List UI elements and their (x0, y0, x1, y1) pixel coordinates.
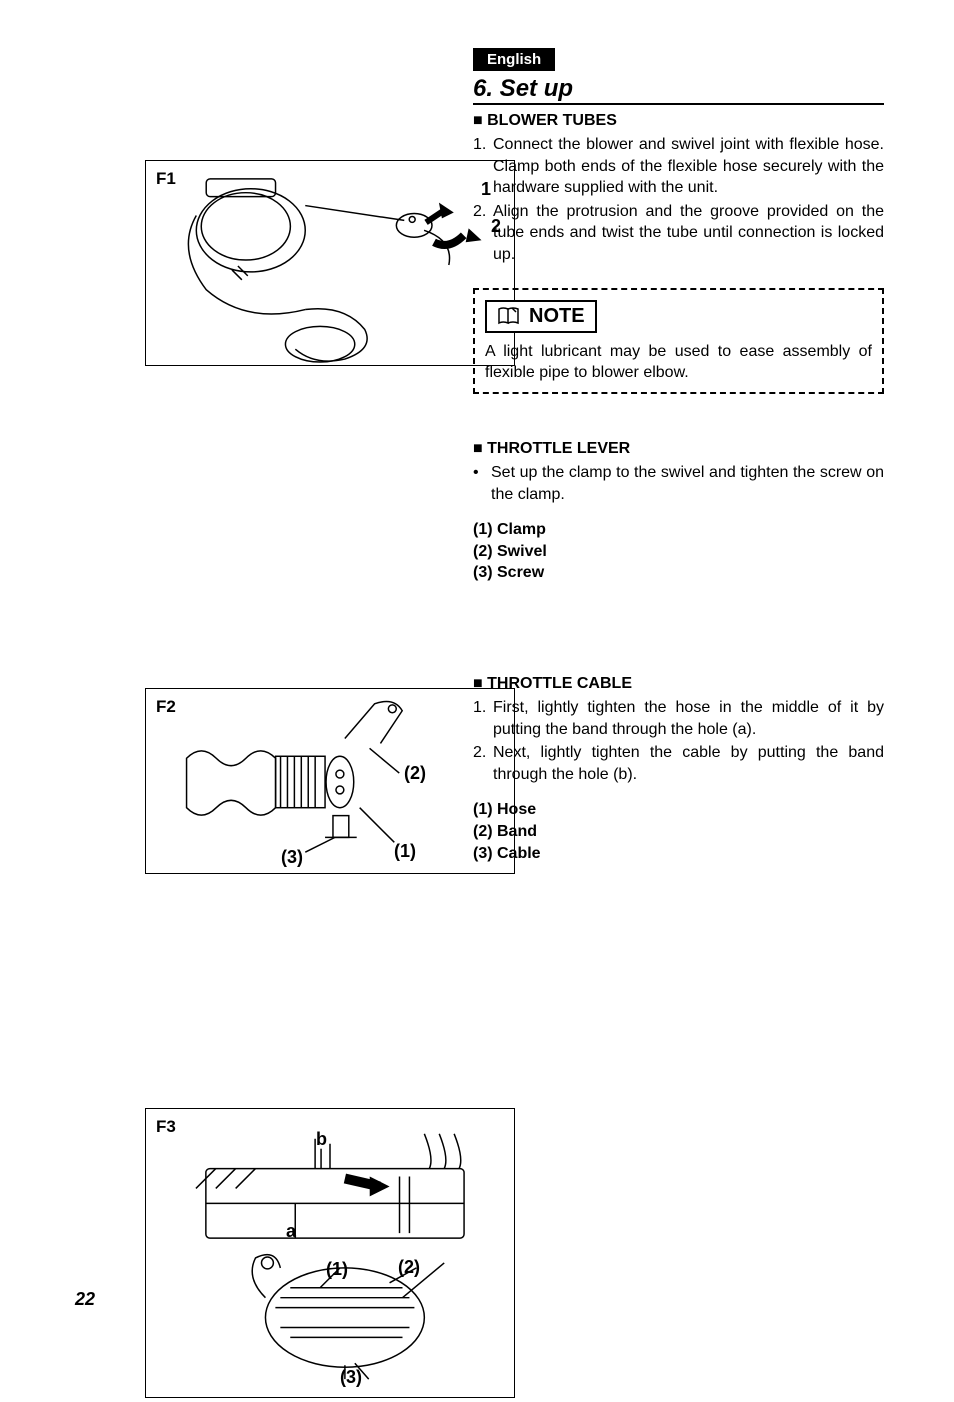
legend-item: (2) Swivel (473, 541, 884, 563)
list-number: 2. (473, 201, 493, 266)
note-box: NOTE A light lubricant may be used to ea… (473, 288, 884, 394)
figure-f3-callout-1: (1) (326, 1259, 348, 1280)
figure-f1-illustration (146, 161, 514, 365)
page-number: 22 (75, 1289, 95, 1310)
figure-f2-label: F2 (156, 697, 176, 717)
list-text: Align the protrusion and the groove prov… (493, 201, 884, 266)
legend-throttle-lever: (1) Clamp (2) Swivel (3) Screw (473, 519, 884, 584)
figure-f1: F1 1 2 (145, 160, 515, 366)
language-badge: English (473, 48, 555, 71)
list-item: 1. Connect the blower and swivel joint w… (473, 134, 884, 199)
figure-f2-callout-2: (2) (404, 763, 426, 784)
bullet-icon: • (473, 462, 491, 505)
section-blower-tubes: BLOWER TUBES 1. Connect the blower and s… (473, 112, 884, 394)
legend-item: (1) Hose (473, 799, 884, 821)
list-text: Set up the clamp to the swivel and tight… (491, 462, 884, 505)
figure-f3-callout-2: (2) (398, 1257, 420, 1278)
figure-f2-illustration (146, 689, 514, 873)
list-item: • Set up the clamp to the swivel and tig… (473, 462, 884, 505)
figure-f2-callout-1: (1) (394, 841, 416, 862)
list-item: 1. First, lightly tighten the hose in th… (473, 697, 884, 740)
manual-icon (497, 306, 521, 326)
list-number: 1. (473, 697, 493, 740)
figure-f2-callout-3: (3) (281, 847, 303, 868)
list-text: Connect the blower and swivel joint with… (493, 134, 884, 199)
heading-throttle-cable: THROTTLE CABLE (473, 675, 884, 693)
figure-f3-callout-b: b (316, 1129, 327, 1150)
figure-f3-callout-a: a (286, 1221, 296, 1242)
heading-blower-tubes: BLOWER TUBES (473, 112, 884, 130)
heading-throttle-lever: THROTTLE LEVER (473, 440, 884, 458)
list-number: 1. (473, 134, 493, 199)
note-text: A light lubricant may be used to ease as… (485, 341, 872, 384)
list-text: First, lightly tighten the hose in the m… (493, 697, 884, 740)
list-item: 2. Align the protrusion and the groove p… (473, 201, 884, 266)
legend-item: (3) Screw (473, 562, 884, 584)
figure-f2: F2 (2) (1) (3) (145, 688, 515, 874)
chapter-title: 6. Set up (473, 75, 884, 105)
figure-f3-callout-3: (3) (340, 1367, 362, 1388)
list-text: Next, lightly tighten the cable by putti… (493, 742, 884, 785)
note-label: NOTE (485, 300, 597, 333)
figure-f3-label: F3 (156, 1117, 176, 1137)
list-number: 2. (473, 742, 493, 785)
figure-f3-illustration (146, 1109, 514, 1397)
legend-item: (3) Cable (473, 843, 884, 865)
section-throttle-lever: THROTTLE LEVER • Set up the clamp to the… (473, 440, 884, 584)
section-throttle-cable: THROTTLE CABLE 1. First, lightly tighten… (473, 675, 884, 864)
legend-item: (1) Clamp (473, 519, 884, 541)
figure-f1-label: F1 (156, 169, 176, 189)
legend-throttle-cable: (1) Hose (2) Band (3) Cable (473, 799, 884, 864)
list-item: 2. Next, lightly tighten the cable by pu… (473, 742, 884, 785)
legend-item: (2) Band (473, 821, 884, 843)
note-label-text: NOTE (529, 305, 585, 328)
figure-f3: F3 b a (1) (2) (3) (145, 1108, 515, 1398)
